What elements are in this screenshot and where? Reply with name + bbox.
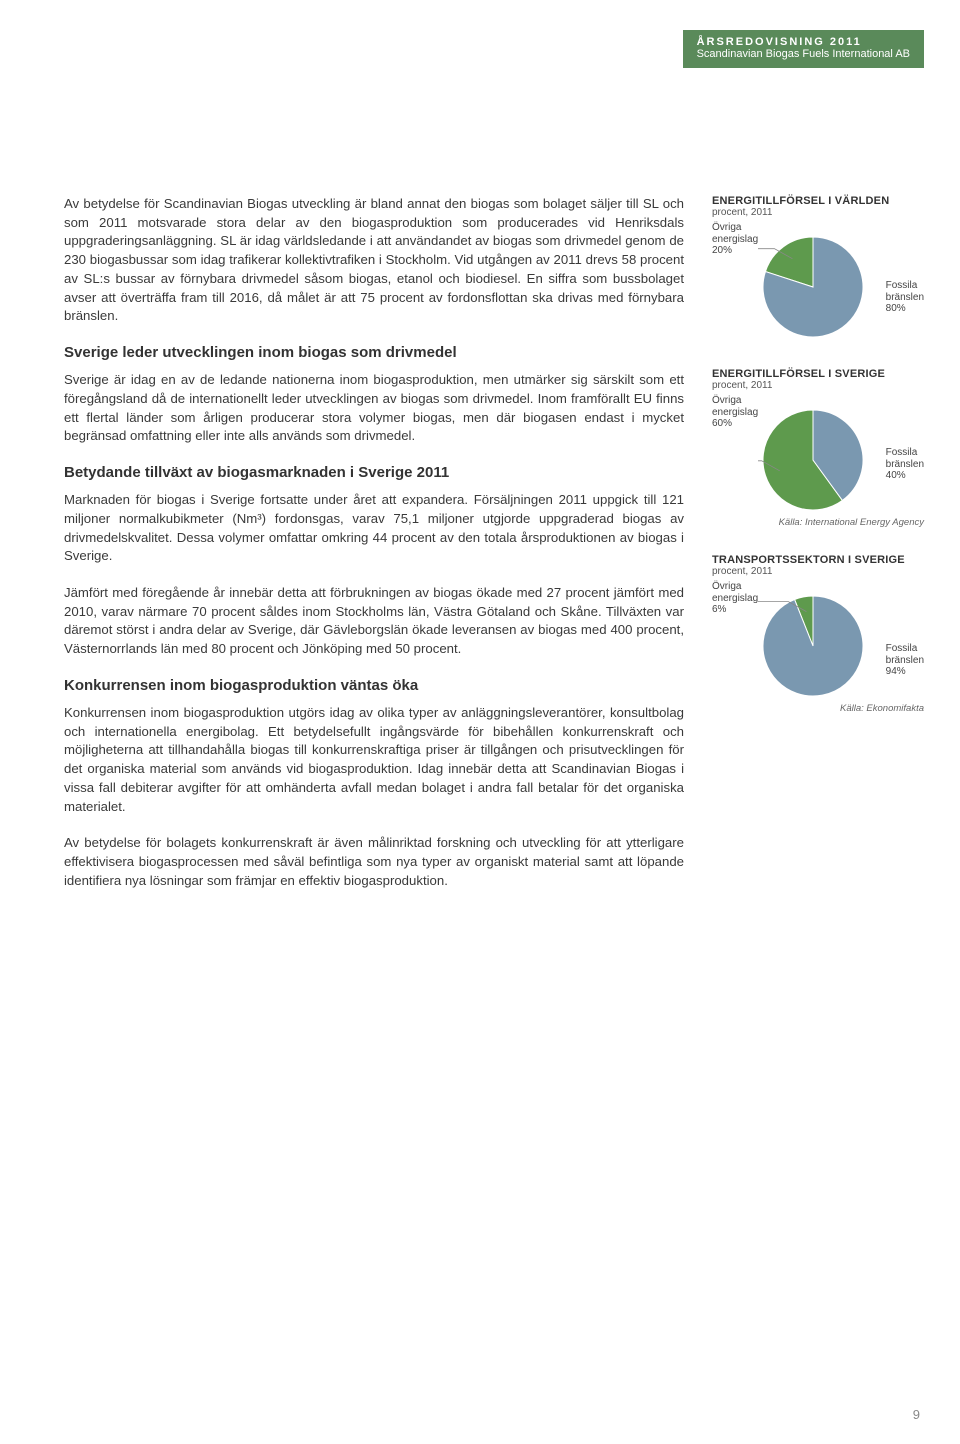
header-line-2: Scandinavian Biogas Fuels International … xyxy=(697,48,910,60)
paragraph-tillvaxt-a: Marknaden för biogas i Sverige fortsatte… xyxy=(64,491,684,566)
page-content: Av betydelse för Scandinavian Biogas utv… xyxy=(64,195,924,909)
pie-svg xyxy=(758,591,868,701)
paragraph-konkurrens-b: Av betydelse för bolagets konkurrenskraf… xyxy=(64,834,684,890)
slice-label-fossil: Fossila bränslen 80% xyxy=(886,280,924,315)
chart-world-energy: ENERGITILLFÖRSEL I VÄRLDEN procent, 2011… xyxy=(712,195,924,342)
chart-title: TRANSPORTSSEKTORN I SVERIGE xyxy=(712,554,924,566)
slice-label-other: Övriga energislag 60% xyxy=(712,395,758,430)
paragraph-konkurrens-a: Konkurrensen inom biogasproduktion utgör… xyxy=(64,704,684,816)
paragraph-tillvaxt-b: Jämfört med föregående år innebär detta … xyxy=(64,584,684,659)
slice-label-fossil: Fossila bränslen 94% xyxy=(886,643,924,678)
chart-subtitle: procent, 2011 xyxy=(712,207,924,218)
intro-paragraph: Av betydelse för Scandinavian Biogas utv… xyxy=(64,195,684,326)
header-line-1: ÅRSREDOVISNING 2011 xyxy=(697,36,910,48)
report-header: ÅRSREDOVISNING 2011 Scandinavian Biogas … xyxy=(683,30,924,68)
chart-source: Källa: International Energy Agency xyxy=(712,517,924,528)
pie-svg xyxy=(758,232,868,342)
chart-source: Källa: Ekonomifakta xyxy=(712,703,924,714)
chart-transport-sweden: TRANSPORTSSEKTORN I SVERIGE procent, 201… xyxy=(712,554,924,714)
side-column: ENERGITILLFÖRSEL I VÄRLDEN procent, 2011… xyxy=(712,195,924,909)
heading-tillvaxt: Betydande tillväxt av biogasmarknaden i … xyxy=(64,464,684,481)
chart-title: ENERGITILLFÖRSEL I SVERIGE xyxy=(712,368,924,380)
paragraph-sverige-leder: Sverige är idag en av de ledande natione… xyxy=(64,371,684,446)
chart-title: ENERGITILLFÖRSEL I VÄRLDEN xyxy=(712,195,924,207)
chart-sweden-energy: ENERGITILLFÖRSEL I SVERIGE procent, 2011… xyxy=(712,368,924,528)
chart-subtitle: procent, 2011 xyxy=(712,380,924,391)
page-number: 9 xyxy=(913,1407,920,1422)
chart-subtitle: procent, 2011 xyxy=(712,566,924,577)
pie-svg xyxy=(758,405,868,515)
heading-konkurrens: Konkurrensen inom biogasproduktion vänta… xyxy=(64,677,684,694)
main-column: Av betydelse för Scandinavian Biogas utv… xyxy=(64,195,684,909)
slice-label-fossil: Fossila bränslen 40% xyxy=(886,447,924,482)
slice-label-other: Övriga energislag 20% xyxy=(712,222,758,257)
slice-label-other: Övriga energislag 6% xyxy=(712,581,758,616)
heading-sverige-leder: Sverige leder utvecklingen inom biogas s… xyxy=(64,344,684,361)
